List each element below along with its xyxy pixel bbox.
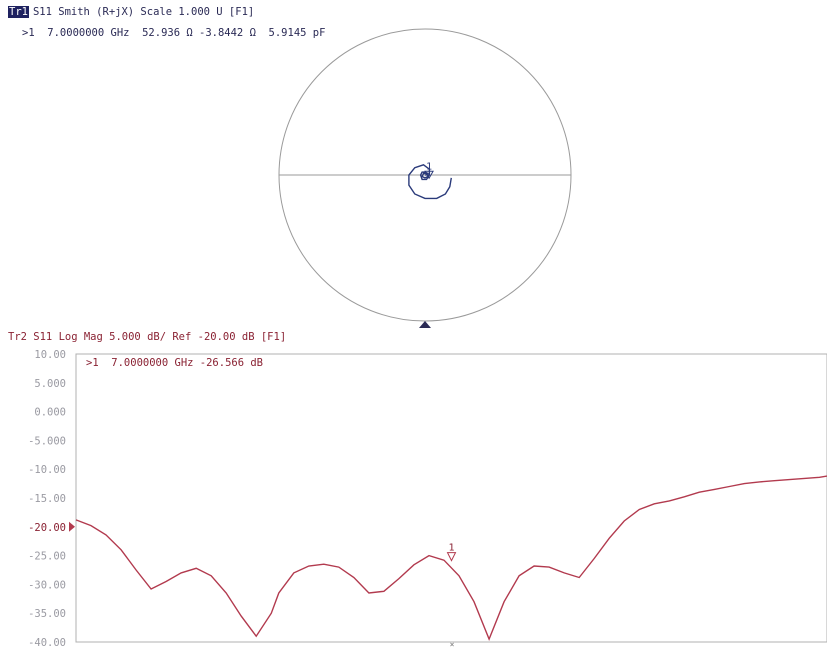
reference-level-arrow[interactable] [69, 521, 75, 532]
y-tick-label: -5.000 [28, 435, 66, 447]
y-tick-label: -40.00 [28, 637, 66, 648]
y-tick-label: -15.00 [28, 493, 66, 505]
smith-chart[interactable]: 1 [0, 0, 827, 330]
y-tick-label: -20.00 [28, 522, 66, 534]
logmag-trace-line [75, 475, 827, 641]
trace2-marker-readout: >1 7.0000000 GHz -26.566 dB [86, 357, 264, 369]
logmag-y-ticks: 10.00 5.000 0.000 -5.000 -10.00 -15.00 -20.00 -… [28, 349, 66, 648]
logmag-marker-label: 1 [448, 543, 454, 554]
x-center-tick: × [450, 640, 455, 648]
y-tick-label: 10.00 [34, 349, 66, 361]
trace1-active-badge[interactable]: Tr1 [8, 6, 29, 18]
trace1-marker-readout: >1 7.0000000 GHz 52.936 Ω -3.8442 Ω 5.91… [22, 27, 326, 39]
y-tick-label: -35.00 [28, 608, 66, 620]
trace2-header[interactable]: Tr2 S11 Log Mag 5.000 dB/ Ref -20.00 dB … [8, 331, 287, 343]
smith-marker-triangle [424, 170, 434, 180]
y-tick-label: -30.00 [28, 579, 66, 591]
logmag-marker-1[interactable]: 1 [446, 543, 457, 562]
stimulus-pointer [419, 321, 431, 328]
smith-marker-1[interactable]: 1 [424, 161, 434, 180]
trace1-title: S11 Smith (R+jX) Scale 1.000 U [F1] [32, 6, 255, 18]
smith-marker-label: 1 [426, 161, 432, 172]
trace1-header[interactable]: Tr1 S11 Smith (R+jX) Scale 1.000 U [F1] [8, 6, 254, 18]
y-tick-label: 5.000 [34, 378, 66, 390]
y-tick-label: 0.000 [34, 407, 66, 419]
y-tick-label: -25.00 [28, 551, 66, 563]
logmag-marker-triangle [446, 552, 457, 562]
y-tick-label: -10.00 [28, 464, 66, 476]
logmag-plot-frame [75, 353, 827, 643]
